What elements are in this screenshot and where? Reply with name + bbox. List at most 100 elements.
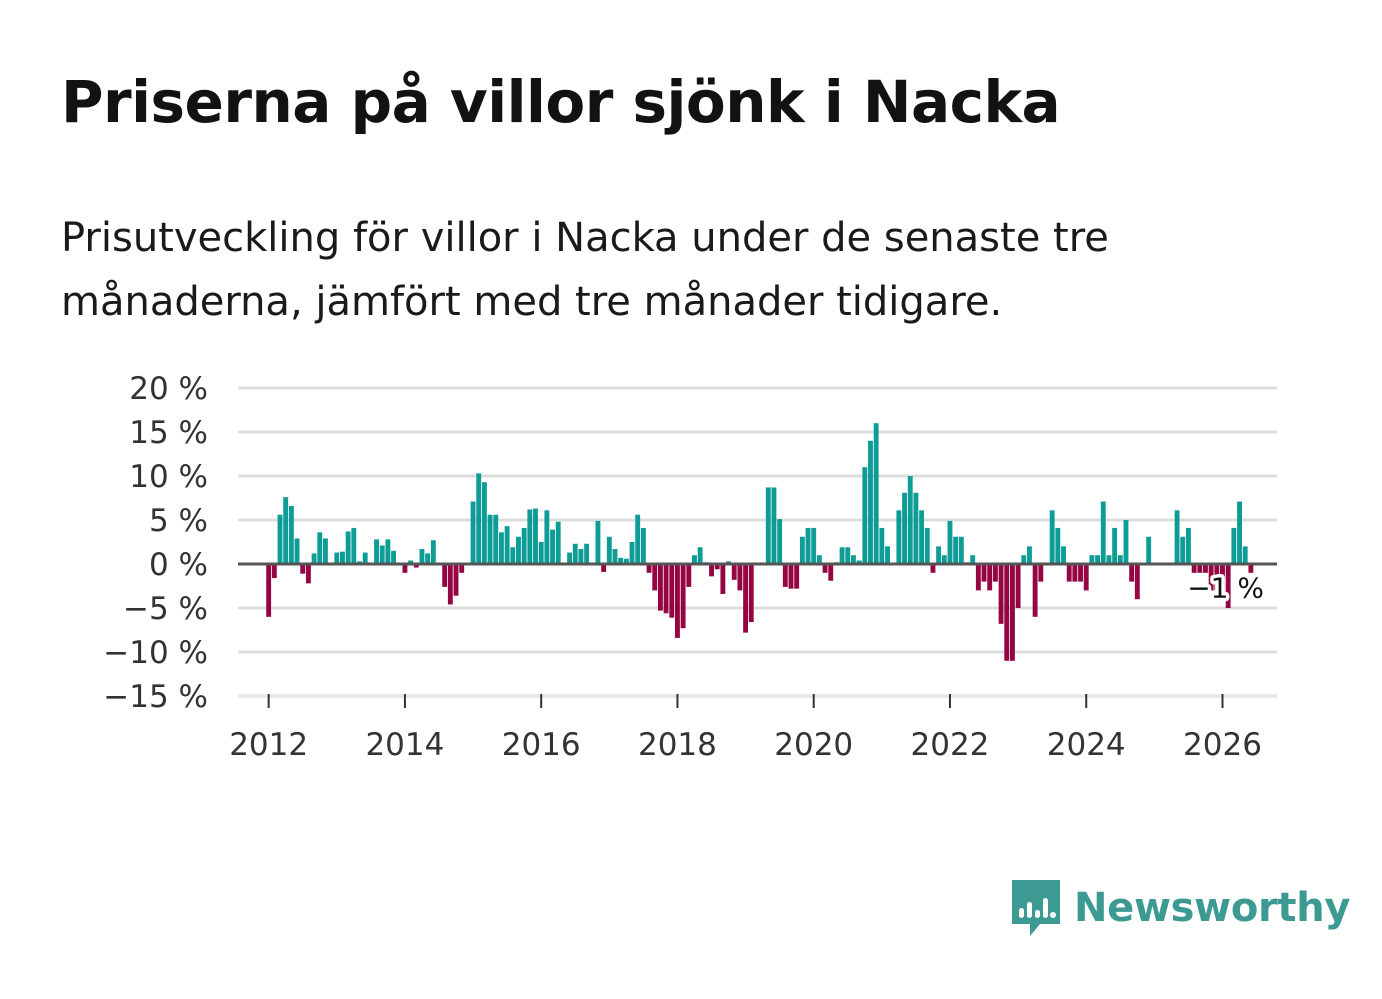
bar — [447, 564, 453, 605]
bar — [998, 564, 1004, 624]
bar — [936, 546, 942, 564]
bar — [408, 560, 414, 564]
bar — [822, 564, 828, 573]
bar — [601, 564, 607, 572]
bar — [731, 564, 737, 580]
bar — [737, 564, 743, 591]
y-tick-label: 5 % — [149, 503, 208, 539]
bar — [1095, 555, 1101, 564]
y-tick-label: −10 % — [103, 635, 208, 671]
bar — [317, 532, 323, 564]
bar — [578, 549, 584, 564]
bar — [1061, 546, 1066, 564]
bar — [692, 555, 697, 564]
bar — [430, 540, 436, 564]
bar — [419, 549, 425, 564]
bar — [1146, 536, 1152, 564]
bar — [680, 564, 686, 629]
bar — [595, 520, 601, 564]
bar — [1197, 564, 1203, 573]
bar — [481, 482, 487, 564]
bar — [300, 564, 306, 574]
y-tick-label: −15 % — [103, 679, 208, 715]
bar — [1100, 501, 1106, 564]
bar — [1089, 555, 1095, 564]
bar — [663, 564, 669, 614]
bar — [958, 536, 964, 564]
bar — [924, 527, 930, 564]
bar — [1117, 555, 1123, 564]
last-value-annotation: −1 % — [1184, 568, 1268, 608]
bar — [340, 551, 345, 564]
bar — [1009, 564, 1015, 661]
bar — [459, 564, 465, 573]
bar — [442, 564, 448, 587]
bar — [476, 473, 482, 564]
bar — [1027, 546, 1032, 564]
bar — [720, 564, 726, 594]
y-tick-label: 10 % — [129, 459, 208, 495]
bar — [640, 527, 646, 564]
bar — [856, 560, 862, 564]
bar — [288, 505, 294, 564]
bar — [1134, 564, 1140, 600]
bar — [1174, 510, 1180, 564]
bar — [1032, 564, 1038, 617]
bar — [294, 538, 300, 564]
bar — [845, 547, 851, 564]
bar — [1237, 501, 1242, 564]
bar — [311, 553, 317, 564]
bar — [1083, 564, 1089, 591]
x-tick-label: 2018 — [638, 727, 717, 763]
x-tick-label: 2022 — [911, 727, 990, 763]
bar — [981, 564, 987, 582]
bar — [516, 536, 521, 564]
bar — [555, 521, 561, 564]
bar — [896, 510, 902, 564]
bar — [657, 564, 663, 611]
bar — [675, 564, 680, 638]
bar — [305, 564, 311, 584]
y-tick-label: 20 % — [129, 371, 208, 407]
bar — [714, 564, 720, 570]
x-tick-label: 2026 — [1183, 727, 1262, 763]
bar — [487, 514, 493, 564]
bar — [1021, 555, 1027, 564]
bar — [851, 555, 856, 564]
bar — [584, 543, 590, 564]
bar — [748, 564, 754, 623]
bar — [953, 536, 959, 564]
bar — [521, 527, 527, 564]
bar — [765, 487, 771, 564]
x-axis: 2012 2014 2016 2018 2020 2022 2024 2026 — [229, 694, 1277, 763]
x-tick-label: 2014 — [365, 727, 444, 763]
x-tick-label: 2024 — [1047, 727, 1126, 763]
bar — [1208, 564, 1214, 591]
bar — [816, 555, 822, 564]
bar — [782, 564, 788, 587]
bar — [413, 564, 419, 568]
bar — [351, 527, 357, 564]
bar — [788, 564, 794, 589]
bar — [385, 539, 391, 564]
bar — [334, 552, 340, 564]
bar — [510, 547, 516, 564]
bar — [1072, 564, 1078, 582]
bar — [987, 564, 993, 591]
y-axis-labels: 20 % 15 % 10 % 5 % 0 % −5 % −10 % −15 % — [103, 371, 208, 715]
bar — [1214, 564, 1220, 591]
x-tick-label: 2020 — [774, 727, 853, 763]
bar — [1078, 564, 1083, 582]
bar — [612, 549, 618, 564]
bar — [271, 564, 277, 579]
bar — [839, 547, 845, 564]
bar — [777, 519, 783, 564]
bar — [635, 514, 641, 564]
newsworthy-logo: Newsworthy — [1010, 878, 1351, 938]
y-tick-label: 0 % — [149, 547, 208, 583]
bar — [1112, 527, 1118, 564]
bar — [1220, 564, 1225, 591]
bar — [1004, 564, 1010, 661]
chart-title: Priserna på villor sjönk i Nacka — [61, 68, 1061, 136]
bar — [533, 508, 538, 564]
